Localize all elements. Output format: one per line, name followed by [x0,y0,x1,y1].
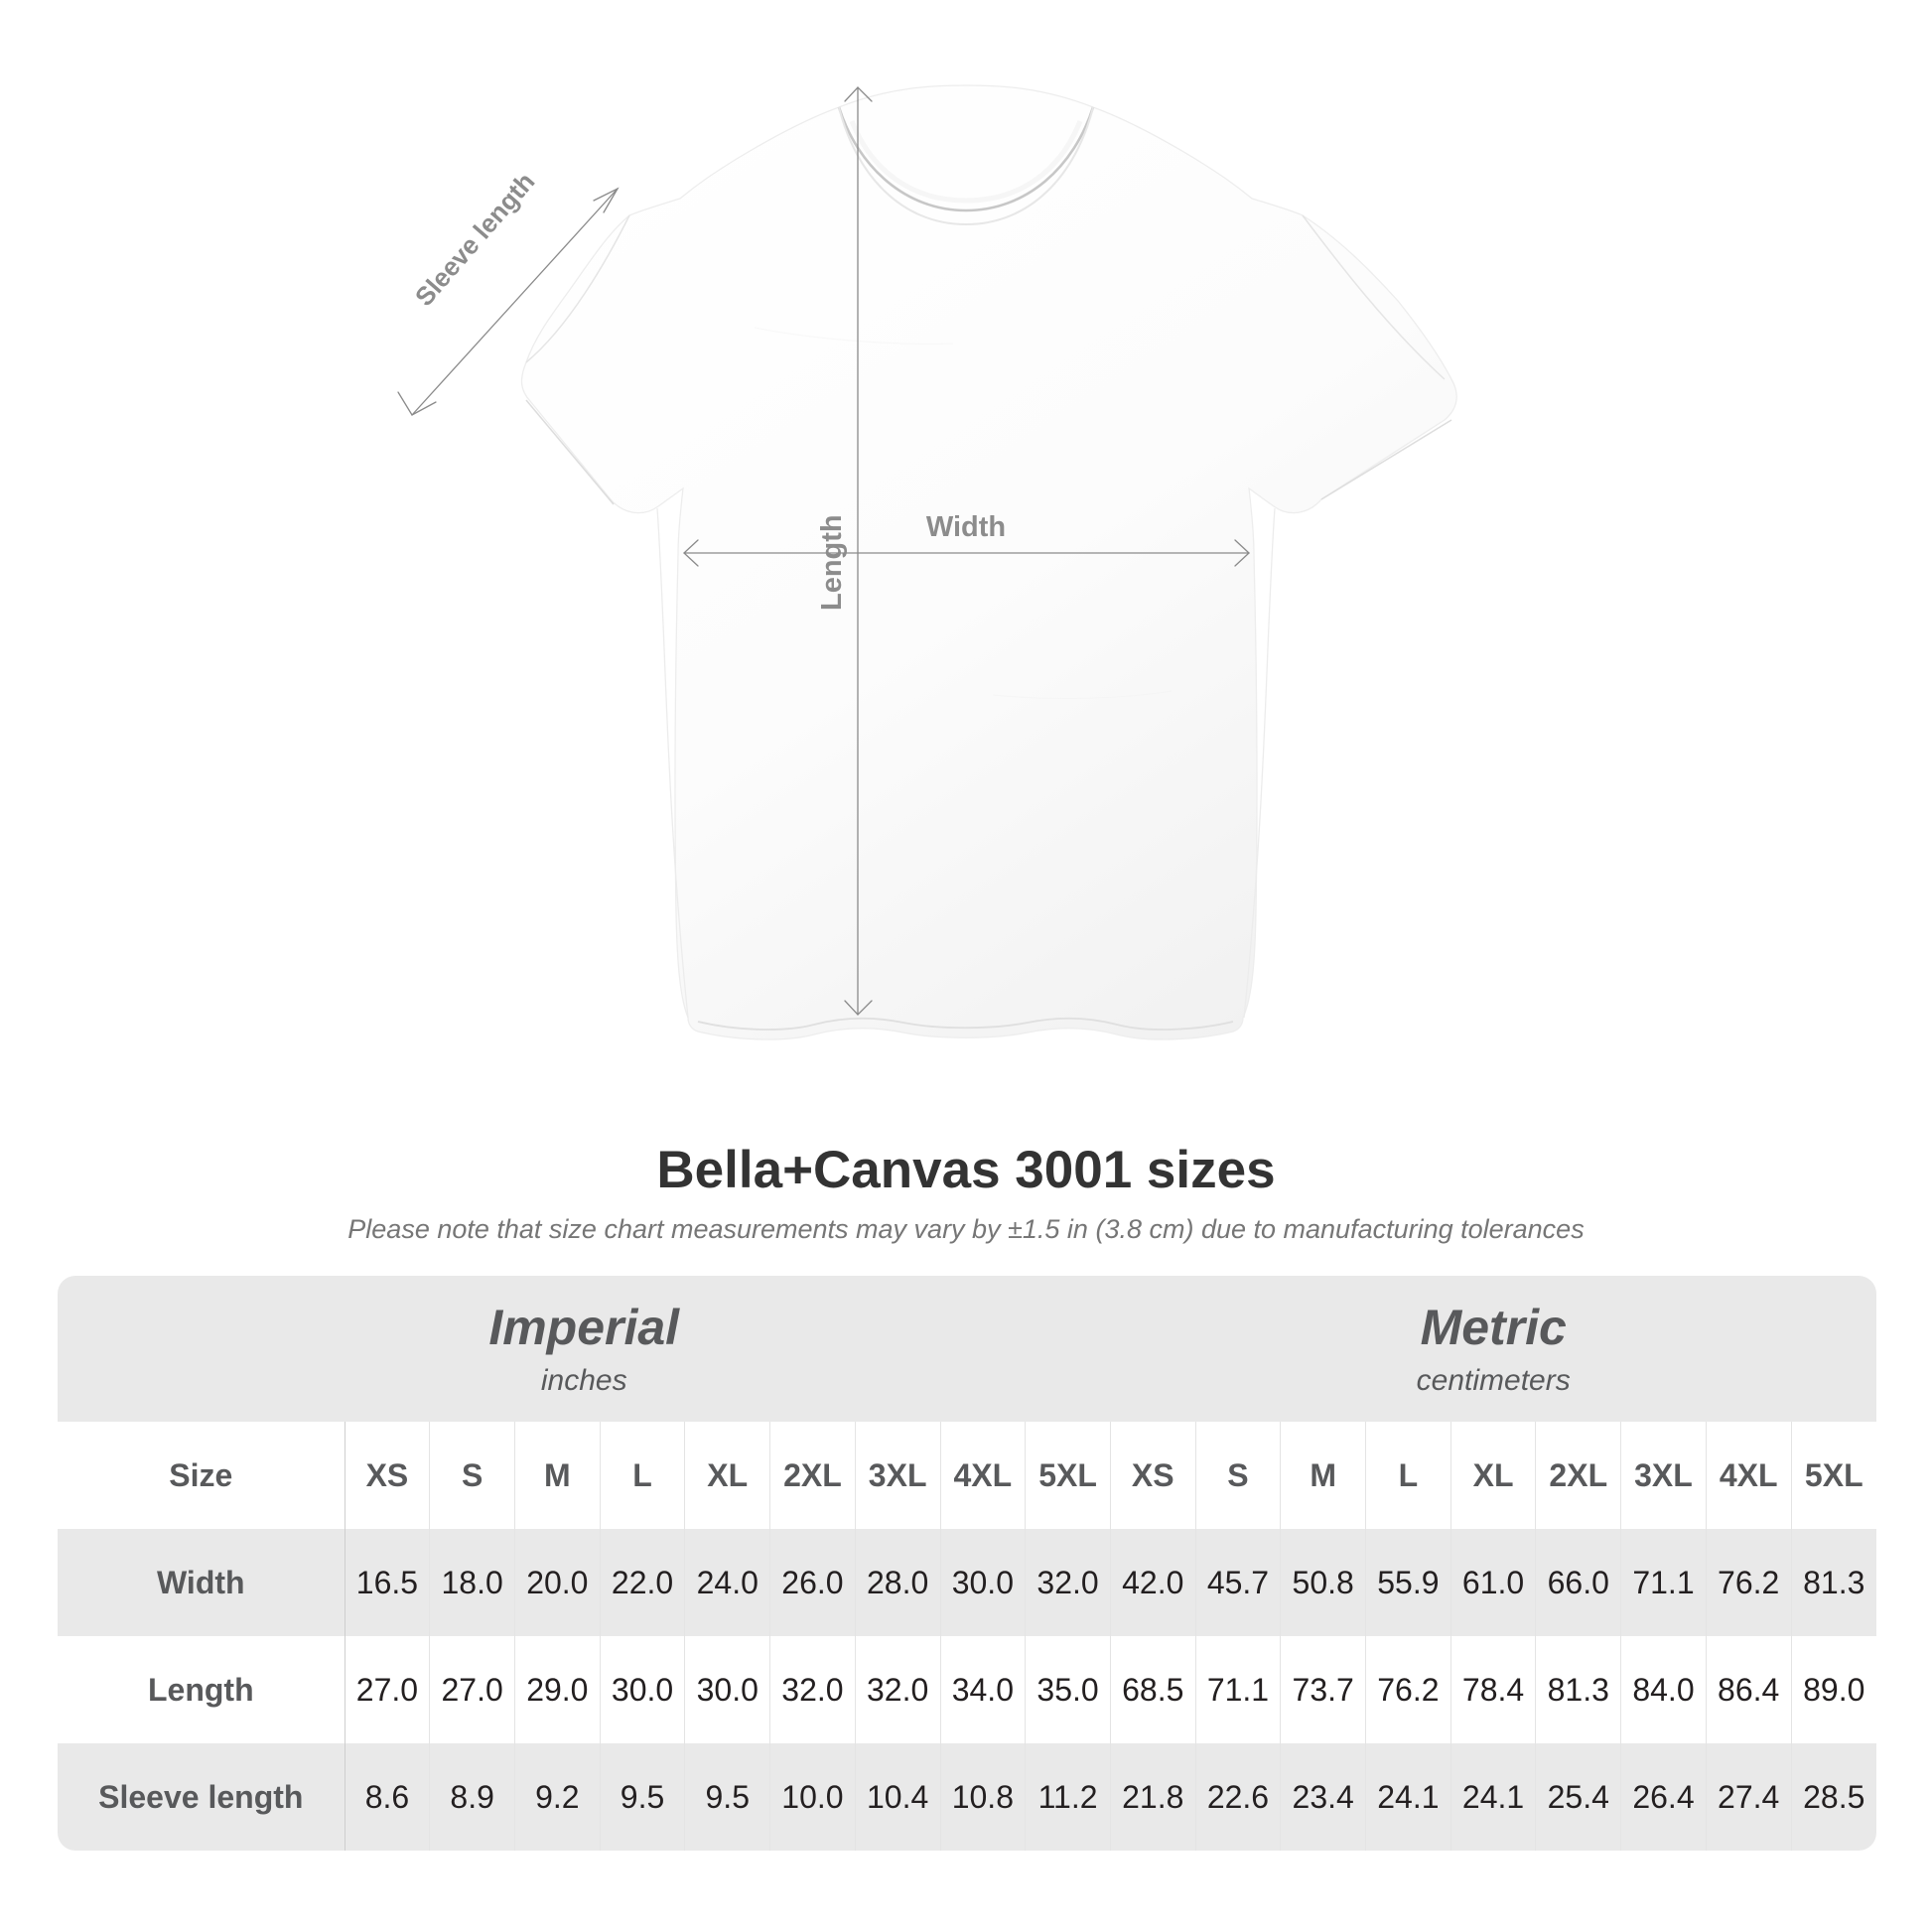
svg-text:Length: Length [816,514,848,611]
svg-text:Width: Width [926,511,1006,543]
svg-text:Sleeve length: Sleeve length [409,167,541,312]
